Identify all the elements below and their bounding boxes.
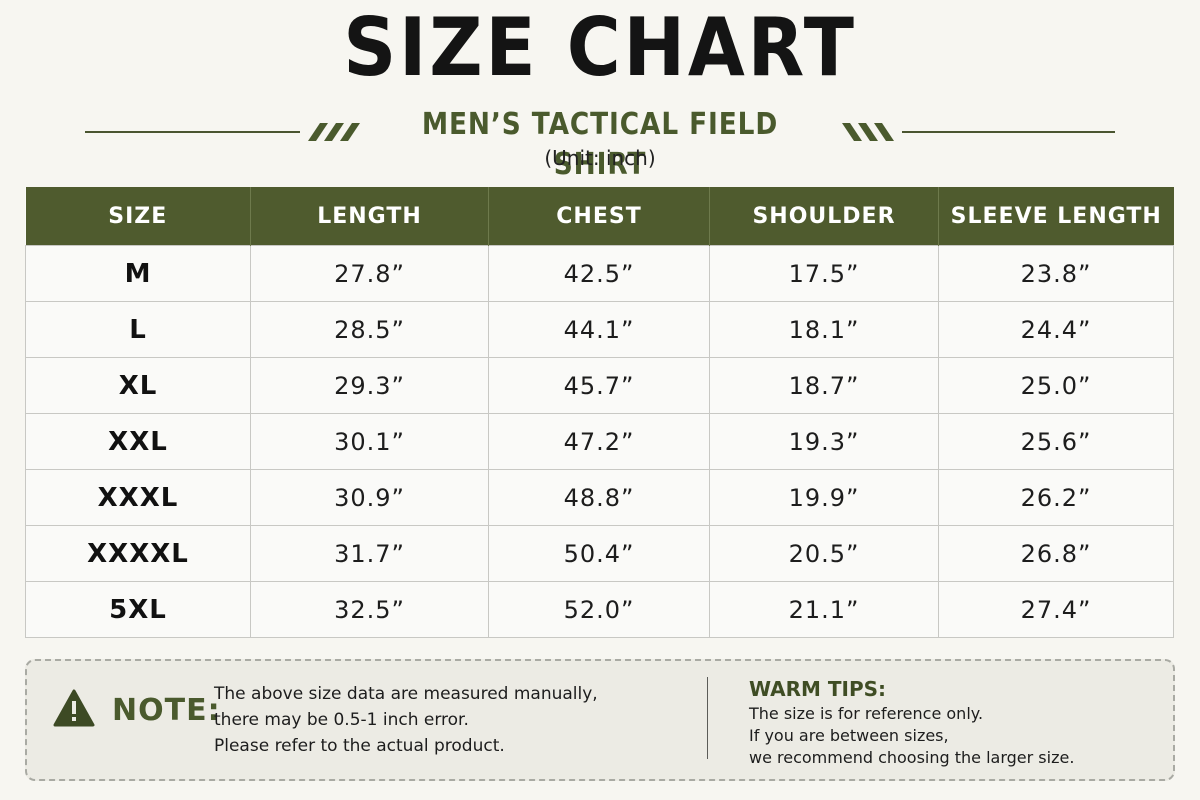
note-label: NOTE: [112, 693, 221, 728]
left-rule [85, 131, 300, 133]
table-row: XXXXL 31.7” 50.4” 20.5” 26.8” [25, 525, 1174, 582]
sleeve-length-cell: 24.4” [938, 301, 1174, 358]
shoulder-cell: 19.3” [709, 413, 939, 470]
right-chevrons-icon [842, 123, 894, 141]
table-row: 5XL 32.5” 52.0” 21.1” 27.4” [25, 581, 1174, 638]
tips-line: If you are between sizes, [749, 726, 949, 745]
header-length: LENGTH [250, 187, 489, 246]
chest-cell: 45.7” [488, 357, 710, 414]
page-title: SIZE CHART [343, 1, 857, 94]
length-cell: 27.8” [250, 245, 489, 302]
subtitle: MEN’S TACTICAL FIELD SHIRT [421, 107, 779, 182]
table-row: XXL 30.1” 47.2” 19.3” 25.6” [25, 413, 1174, 470]
size-cell: 5XL [25, 581, 251, 638]
tips-line: The size is for reference only. [749, 704, 984, 723]
sleeve-length-cell: 27.4” [938, 581, 1174, 638]
note-line: The above size data are measured manuall… [214, 684, 598, 704]
sleeve-length-cell: 25.0” [938, 357, 1174, 414]
shoulder-cell: 20.5” [709, 525, 939, 582]
chest-cell: 44.1” [488, 301, 710, 358]
chest-cell: 52.0” [488, 581, 710, 638]
shoulder-cell: 21.1” [709, 581, 939, 638]
size-cell: XXXXL [25, 525, 251, 582]
header-sleeve-length: SLEEVE LENGTH [938, 187, 1174, 246]
size-table: SIZE LENGTH CHEST SHOULDER SLEEVE LENGTH… [25, 187, 1174, 638]
table-row: M 27.8” 42.5” 17.5” 23.8” [25, 245, 1174, 302]
length-cell: 30.1” [250, 413, 489, 470]
shoulder-cell: 18.1” [709, 301, 939, 358]
note-box: NOTE: The above size data are measured m… [25, 659, 1175, 781]
note-divider [707, 677, 708, 759]
length-cell: 31.7” [250, 525, 489, 582]
sleeve-length-cell: 26.8” [938, 525, 1174, 582]
left-chevrons-icon [308, 123, 360, 141]
tips-text: The size is for reference only. If you a… [749, 703, 1074, 769]
chest-cell: 47.2” [488, 413, 710, 470]
subtitle-row: MEN’S TACTICAL FIELD SHIRT [0, 105, 1200, 182]
table-row: L 28.5” 44.1” 18.1” 24.4” [25, 301, 1174, 358]
table-row: XXXL 30.9” 48.8” 19.9” 26.2” [25, 469, 1174, 526]
length-cell: 29.3” [250, 357, 489, 414]
tips-title: WARM TIPS: [749, 677, 887, 701]
length-cell: 32.5” [250, 581, 489, 638]
header-shoulder: SHOULDER [709, 187, 939, 246]
length-cell: 28.5” [250, 301, 489, 358]
header-chest: CHEST [488, 187, 710, 246]
size-cell: XXXL [25, 469, 251, 526]
warning-icon [53, 689, 95, 727]
unit-label: (Unit: inch) [544, 146, 656, 170]
shoulder-cell: 19.9” [709, 469, 939, 526]
table-header-row: SIZE LENGTH CHEST SHOULDER SLEEVE LENGTH [25, 187, 1174, 246]
size-cell: XL [25, 357, 251, 414]
sleeve-length-cell: 23.8” [938, 245, 1174, 302]
sleeve-length-cell: 25.6” [938, 413, 1174, 470]
chest-cell: 42.5” [488, 245, 710, 302]
chest-cell: 48.8” [488, 469, 710, 526]
right-rule [902, 131, 1115, 133]
chest-cell: 50.4” [488, 525, 710, 582]
size-cell: M [25, 245, 251, 302]
table-row: XL 29.3” 45.7” 18.7” 25.0” [25, 357, 1174, 414]
note-line: Please refer to the actual product. [214, 736, 505, 756]
length-cell: 30.9” [250, 469, 489, 526]
shoulder-cell: 18.7” [709, 357, 939, 414]
shoulder-cell: 17.5” [709, 245, 939, 302]
size-cell: L [25, 301, 251, 358]
header-size: SIZE [25, 187, 251, 246]
note-text: The above size data are measured manuall… [214, 681, 598, 759]
sleeve-length-cell: 26.2” [938, 469, 1174, 526]
tips-line: we recommend choosing the larger size. [749, 748, 1075, 767]
note-line: there may be 0.5-1 inch error. [214, 710, 469, 730]
size-cell: XXL [25, 413, 251, 470]
